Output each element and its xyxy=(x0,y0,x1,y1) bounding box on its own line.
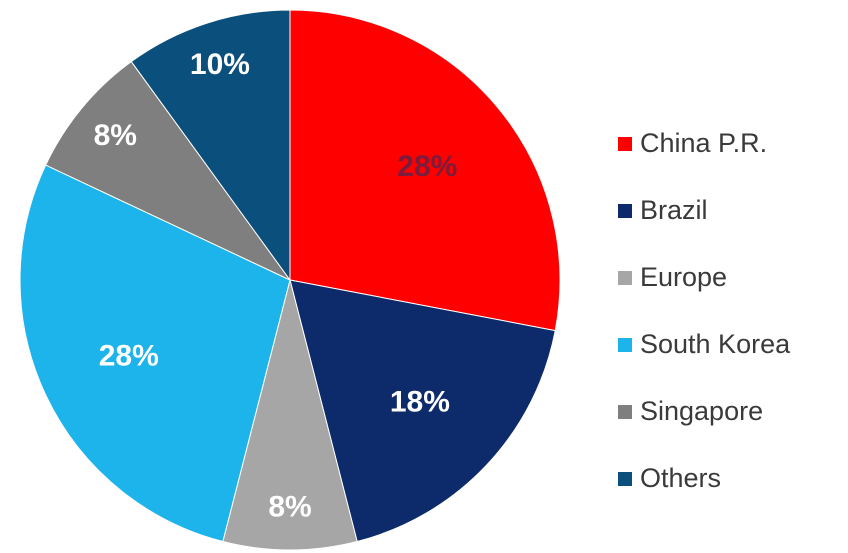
slice-label-singapore: 8% xyxy=(94,119,137,152)
slice-label-china: 28% xyxy=(397,150,457,183)
pie-slice-others xyxy=(130,9,291,282)
slice-label-brazil: 18% xyxy=(390,385,450,418)
legend-item-others: Others xyxy=(618,445,790,512)
legend-label-brazil: Brazil xyxy=(640,195,708,225)
legend-item-brazil: Brazil xyxy=(618,177,790,244)
legend-label-south-korea: South Korea xyxy=(640,329,791,359)
legend-label-others: Others xyxy=(640,463,722,493)
pie-slice-singapore xyxy=(45,60,291,281)
slice-label-others: 10% xyxy=(190,48,250,81)
pie-slice-china xyxy=(289,9,561,332)
slice-label-south-korea: 28% xyxy=(99,339,159,372)
pie-slice-europe xyxy=(222,279,358,551)
legend: China P.R. Brazil Europe South Korea Sin… xyxy=(618,110,790,512)
pie-slice-brazil xyxy=(289,279,556,543)
legend-item-singapore: Singapore xyxy=(618,378,790,445)
legend-swatch-south-korea xyxy=(618,337,632,352)
legend-label-europe: Europe xyxy=(640,262,728,292)
legend-swatch-others xyxy=(618,471,632,486)
legend-swatch-singapore xyxy=(618,404,632,419)
legend-swatch-brazil xyxy=(618,203,632,218)
legend-item-europe: Europe xyxy=(618,244,790,311)
legend-item-south-korea: South Korea xyxy=(618,311,790,378)
slice-label-europe: 8% xyxy=(268,490,311,523)
legend-label-singapore: Singapore xyxy=(640,396,764,426)
pie-slice-south-korea xyxy=(19,164,291,543)
legend-label-china: China P.R. xyxy=(640,128,768,158)
legend-swatch-china xyxy=(618,136,632,151)
legend-item-china: China P.R. xyxy=(618,110,790,177)
legend-swatch-europe xyxy=(618,270,632,285)
